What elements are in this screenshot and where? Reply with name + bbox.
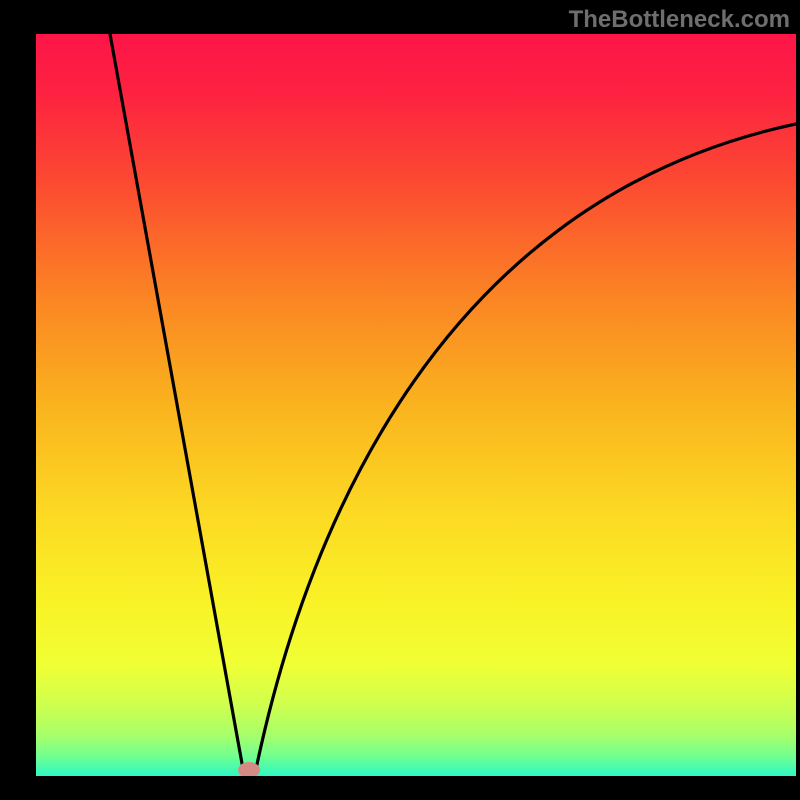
watermark-text: TheBottleneck.com — [569, 6, 790, 34]
bottleneck-chart — [36, 34, 796, 776]
gradient-background — [36, 34, 796, 776]
